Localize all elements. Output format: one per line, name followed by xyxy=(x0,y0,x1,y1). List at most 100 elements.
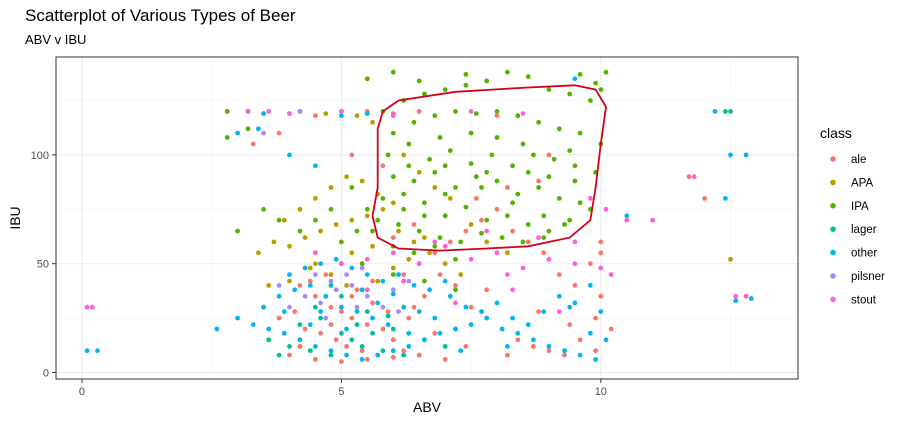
legend-title: class xyxy=(820,125,852,141)
point-APA xyxy=(375,278,381,284)
point-other xyxy=(328,348,334,354)
point-APA xyxy=(323,111,329,116)
x-tick-label: 0 xyxy=(79,386,85,398)
point-IPA xyxy=(541,235,547,241)
point-IPA xyxy=(463,82,469,88)
point-stout xyxy=(520,265,526,271)
point-other xyxy=(463,304,469,310)
point-stout xyxy=(546,256,552,262)
point-other xyxy=(281,309,287,314)
point-APA xyxy=(318,228,323,234)
point-pilsner xyxy=(287,304,292,310)
point-pilsner xyxy=(302,293,308,299)
point-IPA xyxy=(468,130,474,136)
point-APA xyxy=(302,235,308,241)
point-IPA xyxy=(577,130,583,136)
point-APA xyxy=(390,200,396,206)
point-other xyxy=(313,344,318,349)
point-IPA xyxy=(588,98,593,103)
point-ale xyxy=(505,185,510,190)
point-IPA xyxy=(505,213,510,219)
point-IPA xyxy=(577,72,583,77)
point-stout xyxy=(494,250,500,256)
point-APA xyxy=(468,222,474,227)
point-lager xyxy=(266,337,272,343)
point-other xyxy=(723,196,728,201)
point-IPA xyxy=(224,109,230,114)
point-stout xyxy=(401,278,407,284)
point-other xyxy=(370,315,375,321)
point-other xyxy=(307,283,313,288)
point-APA xyxy=(364,213,370,219)
point-IPA xyxy=(473,111,479,116)
point-other xyxy=(380,278,386,284)
point-pilsner xyxy=(297,109,303,114)
point-other xyxy=(603,337,609,343)
point-IPA xyxy=(313,217,318,223)
point-IPA xyxy=(546,87,552,92)
point-APA xyxy=(396,228,401,234)
point-ale xyxy=(380,163,386,169)
point-APA xyxy=(328,185,334,190)
legend-label-IPA: IPA xyxy=(851,201,869,213)
point-IPA xyxy=(390,272,396,277)
point-ale xyxy=(339,359,344,364)
point-ale xyxy=(276,315,282,321)
point-pilsner xyxy=(333,287,339,293)
point-other xyxy=(349,265,355,271)
point-IPA xyxy=(541,213,547,219)
point-APA xyxy=(344,174,349,180)
legend-key-IPA xyxy=(830,203,836,209)
point-lager xyxy=(390,326,396,332)
point-ale xyxy=(463,344,469,349)
point-lager xyxy=(728,109,733,114)
point-pilsner xyxy=(344,272,349,277)
point-IPA xyxy=(577,200,583,206)
point-IPA xyxy=(505,69,510,75)
point-IPA xyxy=(416,78,422,84)
point-IPA xyxy=(546,228,552,234)
point-ale xyxy=(349,315,355,321)
point-ale xyxy=(593,348,598,354)
point-APA xyxy=(380,206,386,212)
point-ale xyxy=(598,250,604,256)
point-IPA xyxy=(546,174,552,180)
point-lager xyxy=(401,352,407,358)
point-IPA xyxy=(416,228,422,234)
point-IPA xyxy=(525,74,531,79)
point-other xyxy=(406,344,412,349)
point-ale xyxy=(442,357,448,362)
point-IPA xyxy=(422,91,427,97)
point-IPA xyxy=(390,69,396,75)
point-other xyxy=(562,348,567,354)
point-ale xyxy=(287,352,292,358)
point-other xyxy=(531,337,536,343)
point-ale xyxy=(505,352,510,358)
point-pilsner xyxy=(354,304,360,310)
point-IPA xyxy=(479,230,484,236)
point-other xyxy=(546,344,552,349)
legend-key-other xyxy=(830,249,836,256)
point-APA xyxy=(370,243,375,249)
point-IPA xyxy=(359,261,365,267)
point-lager xyxy=(328,283,334,288)
point-IPA xyxy=(494,178,500,184)
point-IPA xyxy=(411,250,417,256)
point-ale xyxy=(536,178,541,184)
point-IPA xyxy=(432,243,438,249)
point-other xyxy=(577,352,583,358)
point-lager xyxy=(287,344,292,349)
point-other xyxy=(525,322,531,327)
point-pilsner xyxy=(390,287,396,293)
point-IPA xyxy=(531,152,536,158)
point-IPA xyxy=(484,78,490,84)
point-other xyxy=(572,300,578,306)
point-ale xyxy=(515,337,521,343)
point-ale xyxy=(323,272,329,277)
point-ale xyxy=(250,141,256,147)
point-other xyxy=(422,337,427,343)
point-IPA xyxy=(442,87,448,92)
point-ale xyxy=(432,330,438,336)
point-stout xyxy=(84,304,90,310)
point-stout xyxy=(339,109,344,114)
